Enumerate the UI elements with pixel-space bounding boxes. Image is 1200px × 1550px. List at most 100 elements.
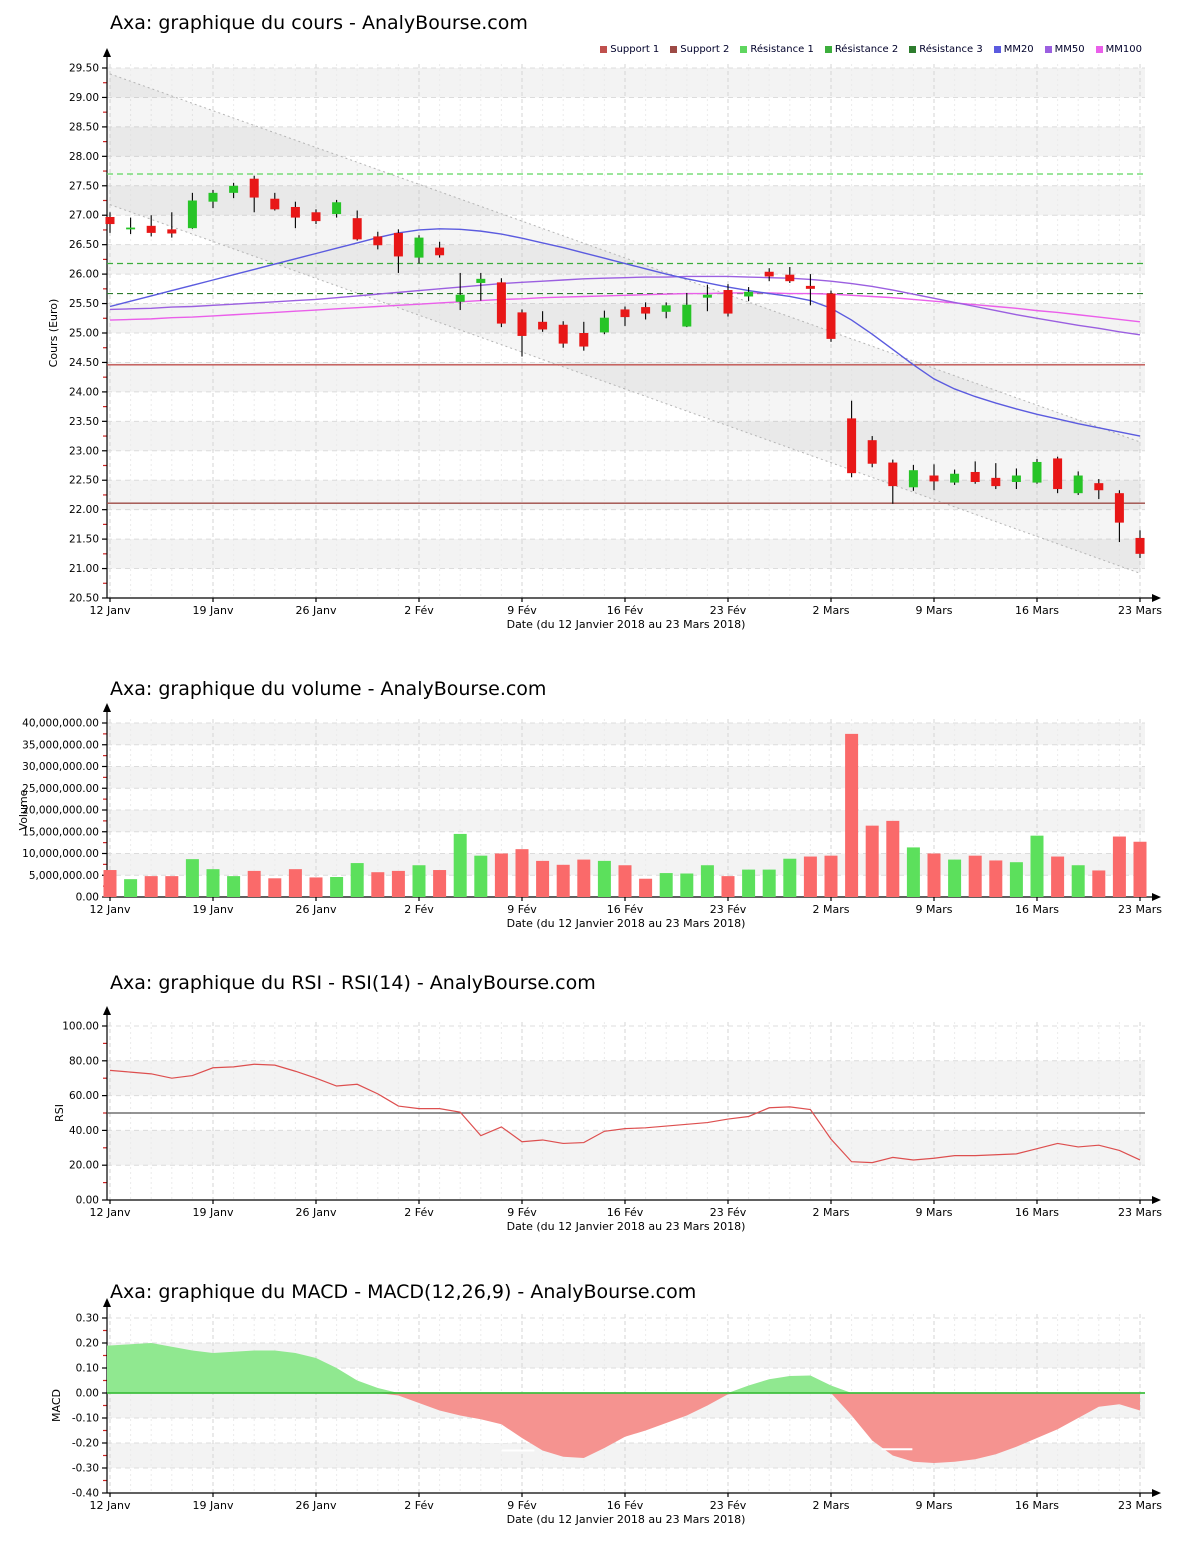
volume-bar [742, 869, 756, 897]
candle [744, 291, 754, 297]
svg-text:-0.20: -0.20 [72, 1438, 99, 1450]
svg-text:40.00: 40.00 [69, 1125, 99, 1137]
legend-label: Résistance 1 [750, 44, 814, 55]
candle [455, 294, 465, 302]
volume-bar [1030, 835, 1044, 897]
volume-bar [515, 849, 529, 897]
svg-text:20,000,000.00: 20,000,000.00 [22, 805, 99, 817]
candle [393, 232, 403, 257]
volume-bar [948, 859, 962, 897]
svg-text:25.50: 25.50 [69, 298, 99, 310]
legend-swatch-icon [1095, 46, 1103, 53]
svg-text:26 Janv: 26 Janv [296, 903, 337, 916]
candle [970, 471, 980, 482]
volume-bar [906, 847, 920, 897]
svg-text:30,000,000.00: 30,000,000.00 [22, 761, 99, 773]
candle [805, 285, 815, 289]
legend-label: MM50 [1054, 44, 1085, 55]
svg-text:29.00: 29.00 [69, 92, 99, 104]
volume-bar [536, 860, 550, 897]
volume-bar [185, 859, 199, 897]
svg-text:23 Mars: 23 Mars [1118, 903, 1162, 916]
volume-bar [1133, 841, 1147, 897]
candle [723, 290, 733, 314]
svg-text:0.00: 0.00 [76, 892, 99, 904]
svg-text:29.50: 29.50 [69, 63, 99, 75]
candle [682, 304, 692, 327]
volume-chart-title: Axa: graphique du volume - AnalyBourse.c… [110, 678, 547, 700]
candle [1053, 458, 1063, 490]
svg-text:27.00: 27.00 [69, 210, 99, 222]
svg-text:35,000,000.00: 35,000,000.00 [22, 739, 99, 751]
candle [1073, 475, 1083, 494]
svg-text:0.10: 0.10 [76, 1363, 99, 1375]
svg-text:-0.40: -0.40 [72, 1488, 99, 1500]
volume-bar [927, 853, 941, 897]
svg-text:16 Fév: 16 Fév [607, 1499, 644, 1512]
price-chart-title: Axa: graphique du cours - AnalyBourse.co… [110, 12, 528, 34]
volume-bar [288, 869, 302, 897]
volume-bar [1092, 870, 1106, 897]
price-plot: 29.50 29.00 28.50 28.00 27.50 27.00 26.50 26.00… [47, 48, 1162, 631]
legend-label: Support 1 [610, 44, 660, 55]
candle [929, 475, 939, 482]
svg-text:26 Janv: 26 Janv [296, 1499, 337, 1512]
volume-bar [103, 870, 117, 897]
svg-text:28.00: 28.00 [69, 151, 99, 163]
candle [290, 206, 300, 218]
mm20-line [109, 228, 1141, 437]
legend-item-mm100: MM100 [1095, 44, 1142, 55]
candle [311, 212, 321, 222]
candle [1094, 483, 1104, 491]
svg-text:9 Mars: 9 Mars [916, 1206, 953, 1219]
svg-text:23.50: 23.50 [69, 416, 99, 428]
svg-text:2 Fév: 2 Fév [404, 1206, 434, 1219]
svg-text:-0.10: -0.10 [72, 1413, 99, 1425]
candle [496, 282, 506, 324]
legend-swatch-icon [670, 46, 678, 53]
rsi-line [109, 1063, 1141, 1164]
candle [579, 333, 589, 347]
svg-text:5,000,000.00: 5,000,000.00 [29, 870, 99, 882]
svg-text:16 Fév: 16 Fév [607, 1206, 644, 1219]
svg-text:23.00: 23.00 [69, 445, 99, 457]
svg-text:23 Mars: 23 Mars [1118, 1499, 1162, 1512]
svg-text:-0.30: -0.30 [72, 1463, 99, 1475]
candle [558, 324, 568, 344]
svg-text:19 Janv: 19 Janv [193, 1206, 234, 1219]
volume-bar [391, 870, 405, 897]
candle [517, 312, 527, 336]
volume-bar [618, 865, 632, 897]
svg-text:2 Fév: 2 Fév [404, 604, 434, 617]
svg-text:Date (du 12 Janvier 2018 au 23: Date (du 12 Janvier 2018 au 23 Mars 2018… [507, 1513, 746, 1526]
candle [208, 192, 218, 202]
svg-text:Date (du 12 Janvier 2018 au 23: Date (du 12 Janvier 2018 au 23 Mars 2018… [507, 618, 746, 631]
volume-bar [989, 860, 1003, 897]
price-chart-legend: Support 1 Support 2 Résistance 1 Résistance… [600, 44, 1142, 55]
macd-positive-area [107, 1343, 1140, 1393]
svg-text:16 Mars: 16 Mars [1015, 1499, 1059, 1512]
volume-bar [494, 853, 508, 897]
candle [826, 293, 836, 339]
svg-text:RSI: RSI [53, 1104, 66, 1122]
legend-item-resistance-2: Résistance 2 [824, 44, 898, 55]
volume-bar [165, 876, 179, 897]
candle [105, 216, 115, 225]
volume-bar [247, 870, 261, 897]
candle [435, 247, 445, 256]
volume-bar [1071, 865, 1085, 897]
svg-text:16 Mars: 16 Mars [1015, 1206, 1059, 1219]
legend-swatch-icon [1044, 46, 1052, 53]
svg-text:26 Janv: 26 Janv [296, 1206, 337, 1219]
legend-swatch-icon [993, 46, 1001, 53]
svg-text:9 Mars: 9 Mars [916, 604, 953, 617]
legend-swatch-icon [740, 46, 748, 53]
svg-text:19 Janv: 19 Janv [193, 1499, 234, 1512]
volume-bar [1009, 862, 1023, 897]
volume-bar [453, 833, 467, 897]
legend-label: MM100 [1105, 44, 1142, 55]
svg-text:2 Mars: 2 Mars [813, 903, 850, 916]
svg-text:22.00: 22.00 [69, 504, 99, 516]
volume-bar [206, 869, 220, 897]
